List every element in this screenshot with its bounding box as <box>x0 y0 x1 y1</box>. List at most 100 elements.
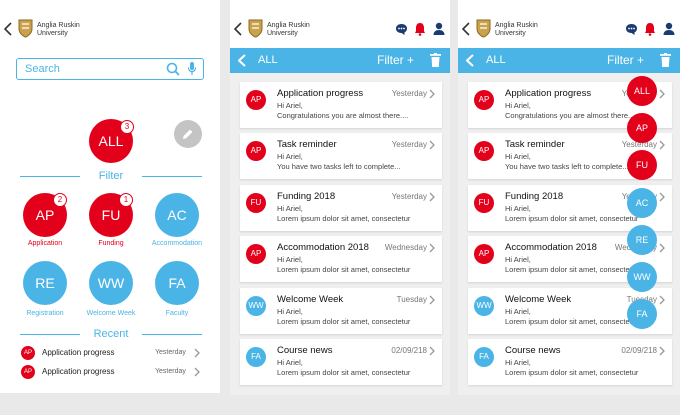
chat-icon[interactable] <box>625 23 638 35</box>
message-greeting: Hi Ariel, <box>277 255 303 264</box>
recent-item[interactable]: AP Application progress Yesterday <box>18 363 204 381</box>
chat-icon[interactable] <box>395 23 408 35</box>
notification-icon[interactable] <box>414 22 426 36</box>
message-body: Congratulations you are almost there.... <box>277 111 409 120</box>
message-title: Course news <box>277 345 333 356</box>
chevron-icon <box>429 140 435 150</box>
chevron-icon <box>429 89 435 99</box>
message-greeting: Hi Ariel, <box>505 101 531 110</box>
message-body: Lorem ipsum dolor sit amet, consectetur <box>505 214 639 223</box>
message-greeting: Hi Ariel, <box>505 255 531 264</box>
filter-button[interactable]: RE <box>23 261 67 305</box>
message-card[interactable]: FA Course news 02/09/218 Hi Ariel, Lorem ips… <box>468 339 672 385</box>
message-card[interactable]: FU Funding 2018 Yesterday Hi Ariel,Lorem ip… <box>240 185 442 231</box>
floating-filter-button[interactable]: WW <box>627 262 657 292</box>
filter-label: Faculty <box>165 310 189 317</box>
edit-button[interactable] <box>174 120 202 148</box>
message-avatar: FA <box>474 347 494 367</box>
message-title: Accommodation 2018 <box>277 242 369 253</box>
logo-crest <box>248 19 263 38</box>
message-time: Yesterday <box>391 192 427 201</box>
message-avatar: WW <box>246 296 266 316</box>
profile-icon[interactable] <box>663 22 675 35</box>
back-button[interactable] <box>466 54 474 67</box>
logo-text: University <box>37 30 68 37</box>
logo-text: University <box>495 30 526 37</box>
message-greeting: Hi Ariel, <box>277 307 303 316</box>
message-avatar: FU <box>246 193 266 213</box>
logo-crest <box>18 19 33 38</box>
message-card[interactable]: AP Task reminder Yesterday Hi Ariel, You hav… <box>240 133 442 179</box>
message-time: Tuesday <box>396 295 427 304</box>
message-body: You have two tasks left to complete... <box>505 162 629 171</box>
message-avatar: AP <box>246 244 266 264</box>
chevron-icon <box>194 367 200 377</box>
filter-button[interactable]: Filter + <box>607 53 645 67</box>
message-card[interactable]: FA Course news 02/09/218 Hi Ariel, Lorem ips… <box>240 339 442 385</box>
filter-label: Accommodation <box>151 240 203 247</box>
message-card[interactable]: AP Application progress Yesterday Hi Ariel,… <box>240 82 442 128</box>
message-greeting: Hi Ariel, <box>277 204 303 213</box>
message-body: Congratulations you are almost there.... <box>505 111 637 120</box>
section-heading: Recent <box>93 328 129 340</box>
back-button[interactable] <box>4 22 12 36</box>
logo-text: Anglia Ruskin <box>37 22 80 29</box>
message-avatar: AP <box>474 90 494 110</box>
message-avatar: WW <box>474 296 494 316</box>
message-title: Application progress <box>505 88 592 99</box>
recent-item[interactable]: AP Application progress Yesterday <box>18 344 204 362</box>
back-button[interactable] <box>238 54 246 67</box>
divider-line <box>142 176 202 177</box>
filter-button[interactable]: FA <box>155 261 199 305</box>
section-heading: Filter <box>98 170 124 182</box>
header-area <box>458 0 680 48</box>
floating-filter-button[interactable]: AC <box>627 188 657 218</box>
delete-button[interactable] <box>660 53 671 67</box>
chevron-icon <box>659 140 665 150</box>
message-title: Task reminder <box>505 139 565 150</box>
message-time: 02/09/218 <box>621 346 657 355</box>
floating-filter-button[interactable]: FU <box>627 150 657 180</box>
message-time: Yesterday <box>621 140 657 149</box>
chevron-icon <box>429 346 435 356</box>
message-body: Lorem ipsum dolor sit amet, consectetur <box>505 265 639 274</box>
mic-icon <box>187 62 197 75</box>
message-greeting: Hi Ariel, <box>505 152 531 161</box>
filter-label: Funding <box>98 240 124 247</box>
chevron-icon <box>194 348 200 358</box>
message-body: Lorem ipsum dolor sit amet, consectetur <box>277 368 411 377</box>
back-button[interactable] <box>462 22 470 36</box>
message-time: Yesterday <box>391 89 427 98</box>
floating-filter-button[interactable]: ALL <box>627 76 657 106</box>
filter-label: Welcome Week <box>86 310 136 317</box>
message-body: Lorem ipsum dolor sit amet, consectetur <box>277 317 411 326</box>
delete-button[interactable] <box>430 53 441 67</box>
filter-button[interactable]: AC <box>155 193 199 237</box>
floating-filter-button[interactable]: FA <box>627 299 657 329</box>
message-card[interactable]: AP Accommodation 2018 Wednesday Hi Ariel,Lo… <box>240 236 442 282</box>
filter-button[interactable]: AP <box>23 193 67 237</box>
toolbar-title: ALL <box>486 54 506 66</box>
message-card[interactable]: WW Welcome Week Tuesday Hi Ariel,Lorem ipsu… <box>240 288 442 334</box>
floating-filter-button[interactable]: AP <box>627 113 657 143</box>
recent-time: Yesterday <box>155 368 186 375</box>
message-avatar: AP <box>474 141 494 161</box>
back-button[interactable] <box>234 22 242 36</box>
edit-icon <box>183 129 193 139</box>
profile-icon[interactable] <box>433 22 445 35</box>
filter-button[interactable]: WW <box>89 261 133 305</box>
recent-avatar: AP <box>21 365 35 379</box>
message-greeting: Hi Ariel, <box>277 358 303 367</box>
floating-filter-button[interactable]: RE <box>627 225 657 255</box>
message-title: Welcome Week <box>277 294 344 305</box>
message-greeting: Hi Ariel, <box>505 307 531 316</box>
search-box[interactable]: Search <box>16 58 204 80</box>
filter-button[interactable]: Filter + <box>377 53 415 67</box>
notification-icon[interactable] <box>644 22 656 36</box>
message-avatar: AP <box>474 244 494 264</box>
toolbar-title: ALL <box>258 54 278 66</box>
message-time: Wednesday <box>384 243 427 252</box>
